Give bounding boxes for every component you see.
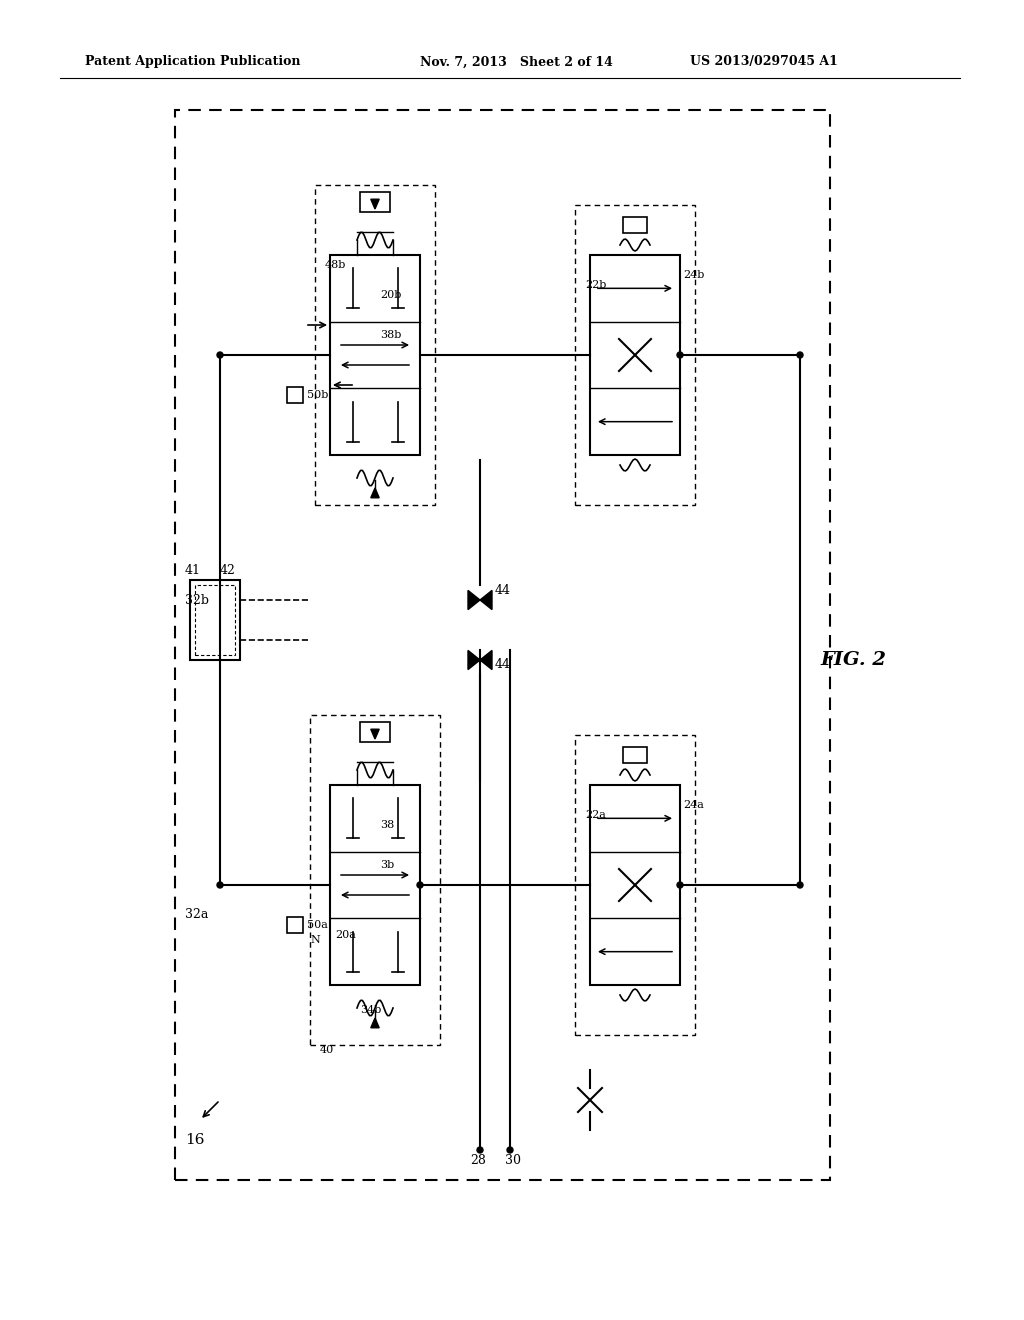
Polygon shape [468, 590, 480, 610]
Text: 48b: 48b [325, 260, 346, 271]
Bar [287, 387, 303, 403]
Circle shape [217, 352, 223, 358]
Text: 44: 44 [495, 659, 511, 672]
Circle shape [507, 1147, 513, 1152]
Text: 34b: 34b [360, 1005, 381, 1015]
Text: Patent Application Publication: Patent Application Publication [85, 55, 300, 69]
Text: 24b: 24b [683, 271, 705, 280]
Text: N: N [310, 935, 319, 945]
Polygon shape [480, 651, 492, 669]
Polygon shape [371, 488, 379, 498]
Circle shape [417, 882, 423, 888]
Text: 50b: 50b [307, 389, 329, 400]
Bar [310, 715, 440, 1045]
Circle shape [797, 352, 803, 358]
Text: 22b: 22b [585, 280, 606, 290]
Text: 42: 42 [220, 564, 236, 577]
Text: 3b: 3b [380, 861, 394, 870]
Text: 24a: 24a [683, 800, 703, 810]
Text: 41: 41 [185, 564, 201, 577]
Bar [190, 579, 240, 660]
Text: 28: 28 [470, 1154, 485, 1167]
Circle shape [797, 882, 803, 888]
Bar [330, 785, 420, 985]
Bar [623, 216, 647, 234]
Circle shape [477, 1147, 483, 1152]
Text: 38b: 38b [380, 330, 401, 341]
Polygon shape [371, 199, 379, 209]
Text: FIG. 2: FIG. 2 [820, 651, 886, 669]
Text: US 2013/0297045 A1: US 2013/0297045 A1 [690, 55, 838, 69]
Bar [575, 205, 695, 506]
Text: 38: 38 [380, 820, 394, 830]
Text: 30: 30 [505, 1154, 521, 1167]
Circle shape [217, 882, 223, 888]
Text: 44: 44 [495, 583, 511, 597]
Bar [360, 191, 390, 213]
Text: Nov. 7, 2013   Sheet 2 of 14: Nov. 7, 2013 Sheet 2 of 14 [420, 55, 613, 69]
Bar [590, 255, 680, 455]
Bar [590, 785, 680, 985]
Bar [575, 735, 695, 1035]
Bar [330, 255, 420, 455]
Circle shape [677, 882, 683, 888]
Polygon shape [371, 1018, 379, 1028]
Bar [623, 747, 647, 763]
Bar [315, 185, 435, 506]
Bar [360, 722, 390, 742]
Polygon shape [468, 651, 480, 669]
Bar [175, 110, 830, 1180]
Text: 16: 16 [185, 1133, 205, 1147]
Text: 22a: 22a [585, 810, 606, 820]
Text: 32a: 32a [185, 908, 208, 921]
Bar [287, 917, 303, 933]
Polygon shape [480, 590, 492, 610]
Text: 20b: 20b [380, 290, 401, 300]
Text: 32b: 32b [185, 594, 209, 606]
Text: 20a: 20a [335, 931, 356, 940]
Polygon shape [371, 729, 379, 739]
Text: 50a: 50a [307, 920, 328, 931]
Bar [195, 585, 234, 655]
Circle shape [677, 352, 683, 358]
Text: 40: 40 [319, 1045, 334, 1055]
